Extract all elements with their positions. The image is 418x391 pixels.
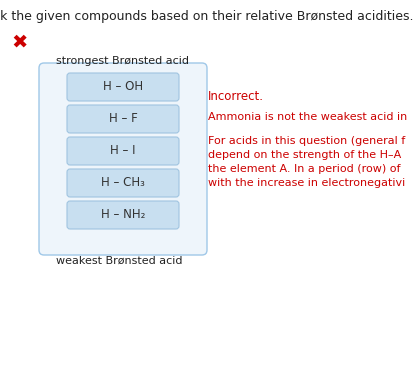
Text: H – OH: H – OH: [103, 81, 143, 93]
Text: with the increase in electronegativi: with the increase in electronegativi: [208, 178, 405, 188]
FancyBboxPatch shape: [67, 201, 179, 229]
Text: the element A. In a period (row) of: the element A. In a period (row) of: [208, 164, 400, 174]
Text: Incorrect.: Incorrect.: [208, 90, 264, 103]
FancyBboxPatch shape: [67, 169, 179, 197]
Text: For acids in this question (general f: For acids in this question (general f: [208, 136, 405, 146]
Text: ✖: ✖: [12, 32, 28, 52]
Text: H – I: H – I: [110, 145, 136, 158]
FancyBboxPatch shape: [67, 73, 179, 101]
Text: H – F: H – F: [109, 113, 138, 126]
Text: depend on the strength of the H–A: depend on the strength of the H–A: [208, 150, 401, 160]
Text: H – CH₃: H – CH₃: [101, 176, 145, 190]
Text: weakest Brønsted acid: weakest Brønsted acid: [56, 256, 183, 266]
FancyBboxPatch shape: [67, 137, 179, 165]
Text: H – NH₂: H – NH₂: [101, 208, 145, 221]
Text: strongest Brønsted acid: strongest Brønsted acid: [56, 56, 189, 66]
FancyBboxPatch shape: [39, 63, 207, 255]
Text: Rank the given compounds based on their relative Brønsted acidities.: Rank the given compounds based on their …: [0, 10, 414, 23]
FancyBboxPatch shape: [67, 105, 179, 133]
Text: Ammonia is not the weakest acid in: Ammonia is not the weakest acid in: [208, 112, 407, 122]
